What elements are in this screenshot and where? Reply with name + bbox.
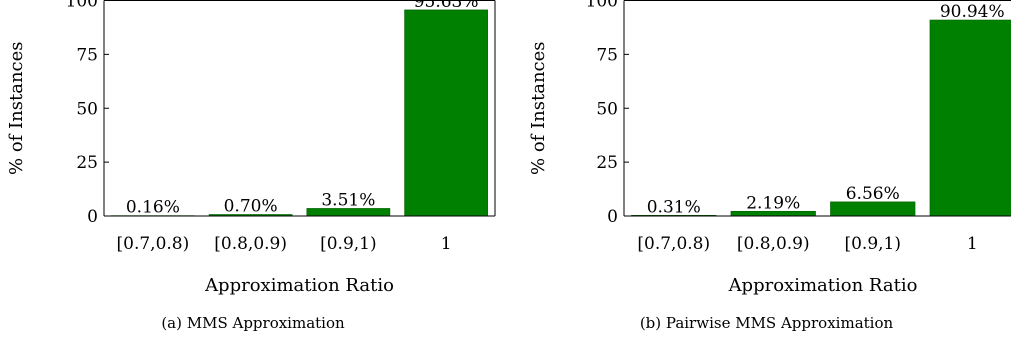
y-tick-label-2: 50 [596,99,618,119]
y-tick-label-0: 0 [87,207,98,227]
bar-2 [830,201,916,217]
bar-chart-pairwise-mms: % of Instances 0.31% [0.7,0.8) 2.19% [0.8,0.… [528,0,1011,296]
y-tick-label-2: 50 [76,99,98,119]
x-tick-label-2: [0.9,1) [320,234,377,254]
bar-3 [929,19,1011,217]
data-label-1: 0.70% [224,196,278,216]
x-tick-label-3: 1 [441,234,452,254]
caption-mms: (a) MMS Approximation [161,314,345,332]
y-tick-label-4: 100 [66,0,98,12]
data-label-0: 0.31% [647,197,701,217]
data-label-3: 95.63% [414,0,479,12]
caption-pairwise-mms: (b) Pairwise MMS Approximation [639,314,894,332]
y-tick-label-1: 25 [596,153,618,173]
data-label-2: 6.56% [846,184,900,204]
data-label-3: 90.94% [940,2,1005,22]
x-axis-title: Approximation Ratio [728,275,918,296]
y-axis-title: % of Instances [6,41,27,175]
x-tick-label-0: [0.7,0.8) [117,234,190,254]
y-tick-label-4: 100 [586,0,618,12]
x-tick-label-2: [0.9,1) [844,234,901,254]
y-tick-label-3: 75 [596,45,618,65]
y-tick-label-0: 0 [607,207,618,227]
y-tick-label-3: 75 [76,45,98,65]
data-label-2: 3.51% [321,190,375,210]
x-tick-label-0: [0.7,0.8) [637,234,710,254]
y-axis-title: % of Instances [528,41,549,175]
chart-panel-pairwise-mms: % of Instances 0.31% [0.7,0.8) 2.19% [0.8,0.… [522,0,1011,339]
data-label-1: 2.19% [746,193,800,213]
bar-3 [404,9,488,217]
x-tick-label-1: [0.8,0.9) [737,234,810,254]
y-tick-label-1: 25 [76,153,98,173]
x-axis-title: Approximation Ratio [204,275,394,296]
x-tick-label-1: [0.8,0.9) [214,234,287,254]
data-label-0: 0.16% [126,198,180,218]
bar-chart-mms: % of Instances 0.16% [0.7,0.8) 0.70% [0.8,0.… [6,0,496,296]
x-tick-label-3: 1 [967,234,978,254]
chart-panel-mms: % of Instances 0.16% [0.7,0.8) 0.70% [0.8,0.… [6,0,496,296]
